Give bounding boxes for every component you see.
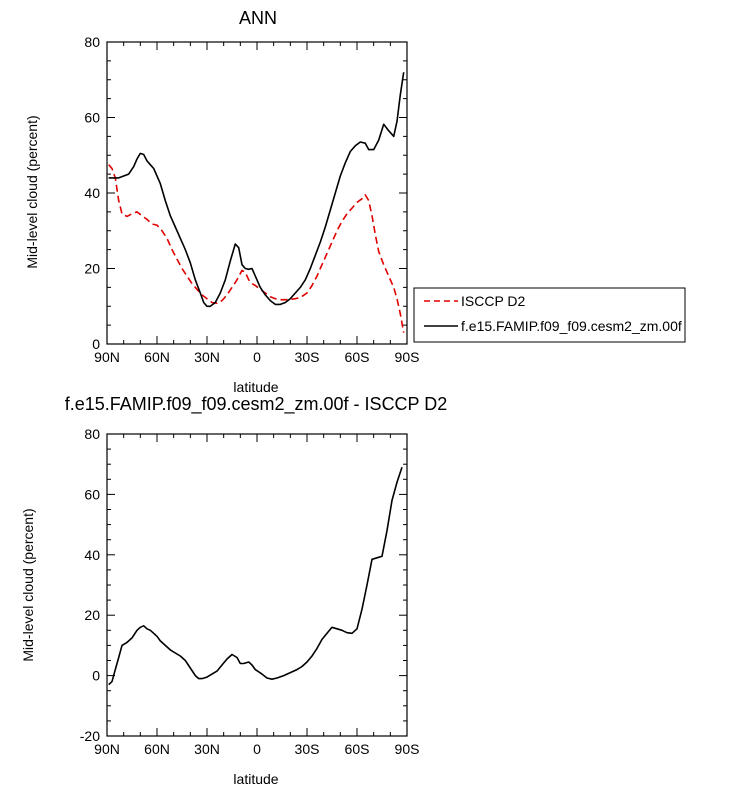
chart-title: ANN: [239, 8, 277, 28]
y-axis-label: Mid-level cloud (percent): [20, 508, 36, 661]
x-tick-label: 30S: [295, 741, 320, 757]
x-tick-label: 90N: [94, 741, 120, 757]
plot-frame: [106, 41, 408, 345]
x-tick-label: 60N: [144, 741, 170, 757]
y-tick-label: 80: [84, 426, 100, 442]
x-tick-label: 30S: [295, 349, 320, 365]
series-line-0: [108, 164, 405, 333]
plot-frame: [106, 433, 408, 737]
y-tick-label: 80: [84, 34, 100, 50]
legend-label-isccp: ISCCP D2: [461, 293, 526, 309]
x-tick-label: 0: [253, 349, 261, 365]
chart-ann: ANN Mid-level cloud (percent) latitude 9…: [24, 8, 686, 395]
series-line-0: [108, 466, 403, 686]
plot-area: 90N 60N 30N 0 30S 60S 90S -20 0 20 40 60 80: [80, 426, 420, 757]
y-tick-label: 60: [84, 110, 100, 126]
chart-difference: f.e15.FAMIP.f09_f09.cesm2_zm.00f - ISCCP…: [20, 394, 447, 787]
series-line-1: [108, 72, 405, 308]
y-tick-label: 0: [92, 668, 100, 684]
x-tick-label: 60N: [144, 349, 170, 365]
y-tick-label: 0: [92, 336, 100, 352]
chart-title: f.e15.FAMIP.f09_f09.cesm2_zm.00f - ISCCP…: [65, 394, 448, 415]
y-tick-label: 40: [84, 185, 100, 201]
x-tick-label: 60S: [345, 741, 370, 757]
y-tick-label: 60: [84, 486, 100, 502]
legend-label-cesm2: f.e15.FAMIP.f09_f09.cesm2_zm.00f: [461, 318, 682, 334]
x-tick-label: 90S: [395, 741, 420, 757]
legend-box: [413, 287, 686, 343]
x-axis-label: latitude: [233, 379, 278, 395]
x-tick-label: 90S: [395, 349, 420, 365]
y-tick-label: -20: [80, 728, 100, 744]
y-tick-label: 40: [84, 547, 100, 563]
y-axis-label: Mid-level cloud (percent): [24, 115, 40, 268]
plot-area: 90N 60N 30N 0 30S 60S 90S 0 20 40 60 80: [84, 34, 419, 365]
x-tick-label: 60S: [345, 349, 370, 365]
x-tick-label: 0: [253, 741, 261, 757]
x-tick-label: 90N: [94, 349, 120, 365]
y-tick-label: 20: [84, 261, 100, 277]
x-tick-label: 30N: [194, 349, 220, 365]
legend: ISCCP D2 f.e15.FAMIP.f09_f09.cesm2_zm.00…: [413, 287, 686, 343]
x-tick-label: 30N: [194, 741, 220, 757]
x-axis-label: latitude: [233, 771, 278, 787]
y-tick-label: 20: [84, 607, 100, 623]
